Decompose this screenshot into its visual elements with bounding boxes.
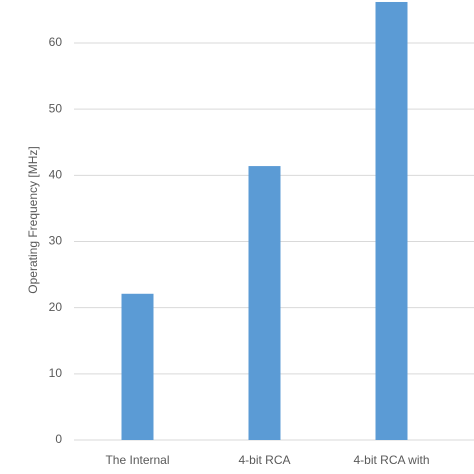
y-tick-label: 40	[49, 168, 63, 182]
x-tick-label: 4-bit RCA with	[353, 453, 429, 467]
y-tick-label: 50	[49, 101, 63, 115]
x-tick-label: 4-bit RCA	[238, 453, 290, 467]
y-tick-label: 20	[49, 300, 63, 314]
y-axis-label: Operating Frequency [MHz]	[26, 146, 40, 293]
y-tick-label: 0	[55, 432, 62, 446]
y-tick-label: 10	[49, 366, 63, 380]
y-tick-label: 30	[49, 234, 63, 248]
bar	[248, 166, 281, 440]
bar	[375, 1, 408, 441]
x-tick-label: The Internal	[105, 453, 169, 467]
y-tick-label: 60	[49, 35, 63, 49]
bar	[121, 293, 154, 440]
